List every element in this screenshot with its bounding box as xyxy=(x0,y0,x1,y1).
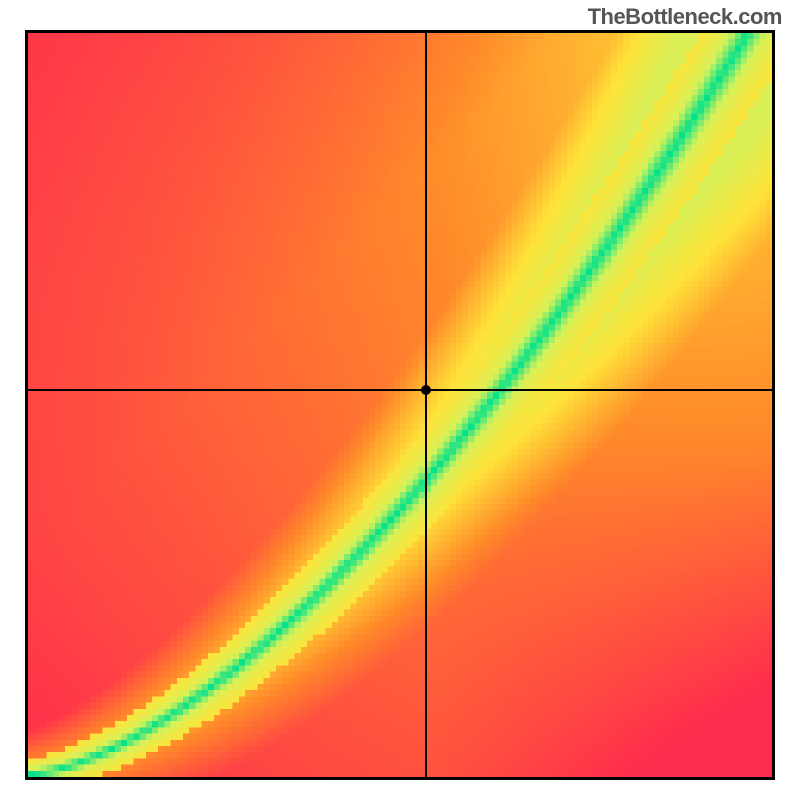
crosshair-horizontal xyxy=(28,389,772,391)
heatmap-plot xyxy=(25,30,775,780)
intersection-marker xyxy=(421,385,431,395)
watermark-text: TheBottleneck.com xyxy=(588,4,782,30)
crosshair-vertical xyxy=(425,33,427,777)
figure-root: TheBottleneck.com xyxy=(0,0,800,800)
heatmap-canvas xyxy=(28,33,772,777)
